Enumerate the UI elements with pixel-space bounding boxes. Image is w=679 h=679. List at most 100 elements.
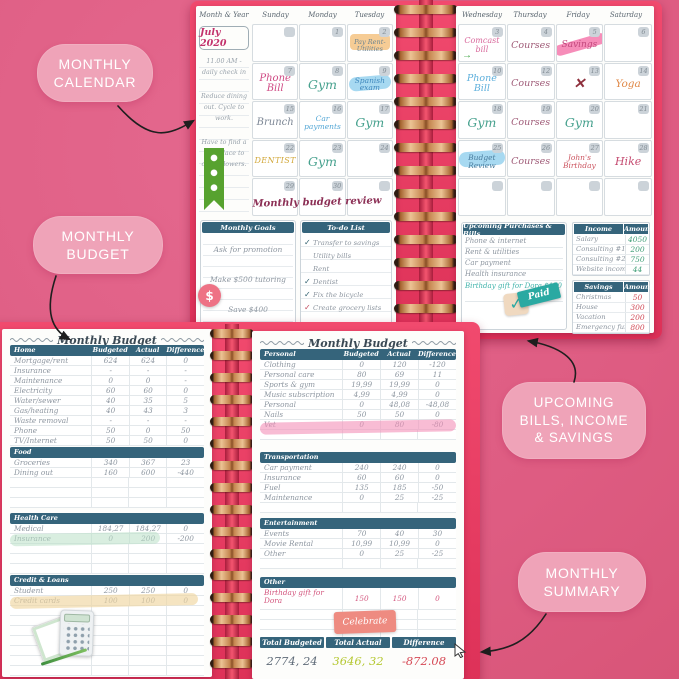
callout-line: BILLS, INCOME xyxy=(519,412,629,428)
difference-value: - xyxy=(166,366,204,375)
actual-value: 19,99 xyxy=(380,380,418,389)
cell-entry: Gym xyxy=(308,154,337,170)
budgeted-value: 10,99 xyxy=(342,539,380,548)
total-budgeted-value: 2774, 24 xyxy=(266,654,318,668)
cell-entry: Car payments xyxy=(304,114,341,131)
date-badge: 12 xyxy=(540,65,552,76)
spiral-binding-top xyxy=(394,0,458,339)
budget-left-page: Monthly Budget Home Budgeted Actual Differe… xyxy=(2,329,212,677)
page-title: Monthly Budget xyxy=(260,336,456,350)
budgeted-value: 340 xyxy=(91,458,128,467)
actual-value: 35 xyxy=(128,396,166,405)
day-header-tuesday: Tuesday xyxy=(354,11,385,19)
row-label: Dining out xyxy=(14,468,53,477)
calculator-sticker xyxy=(30,608,102,668)
row-label: Phone xyxy=(14,426,38,435)
monthly-budget-title: Monthly Budget xyxy=(57,333,157,347)
checkmark-icon: ✓ xyxy=(304,277,311,286)
callout-monthly-summary: MONTHLY SUMMARY xyxy=(518,552,646,612)
cursor-icon xyxy=(454,643,467,658)
income-header: Income Amount xyxy=(574,224,653,234)
budget-row: Electricity 60 60 0 xyxy=(10,386,204,396)
budget-right-page: Monthly Budget Personal Budgeted Actual Dif… xyxy=(252,331,467,679)
budget-row: Car payment 240 240 0 xyxy=(260,463,456,473)
day-header-friday: Friday xyxy=(566,11,590,19)
calendar-cell xyxy=(252,24,299,62)
savings-row: Vacation 200 xyxy=(573,313,649,323)
monthly-budget-title: Monthly Budget xyxy=(308,336,408,350)
empty-rows xyxy=(10,478,204,508)
row-label: Maintenance xyxy=(264,493,313,502)
todo-label: Fix the bicycle xyxy=(313,290,364,299)
difference-value: 23 xyxy=(166,458,204,467)
food-header: Food xyxy=(10,447,204,458)
col-actual: Actual xyxy=(387,350,411,358)
monthly-goals-header: Monthly Goals xyxy=(202,222,294,233)
col-actual: Actual xyxy=(135,346,160,354)
home-header: Home Budgeted Actual Difference xyxy=(10,345,204,356)
date-badge xyxy=(589,181,601,192)
budgeted-value: 184,27 xyxy=(91,524,128,533)
callout-line: UPCOMING xyxy=(533,394,615,410)
page-title: Monthly Budget xyxy=(10,333,204,347)
row-label: Electricity xyxy=(14,386,53,395)
transportation-rows: Car payment 240 240 0 Insurance 60 60 0 Fuel 135 1… xyxy=(260,463,456,503)
transportation-header: Transportation xyxy=(260,452,456,463)
income-row: Consulting #2 750 xyxy=(573,255,649,265)
row-label: Birthday gift for Dora xyxy=(264,588,324,606)
budgeted-value: 50 xyxy=(91,436,128,445)
budget-row: Phone 50 0 50 xyxy=(10,426,204,436)
callout-line: & SAVINGS xyxy=(534,430,614,446)
row-label: Music subscription xyxy=(264,390,335,399)
row-label: Other xyxy=(264,549,286,558)
difference-value: 5 xyxy=(166,396,204,405)
monthly-goals-box: Monthly Goals Ask for promotion Make $500… xyxy=(200,220,296,328)
checkmark-icon: ✓ xyxy=(304,238,311,247)
actual-value: 43 xyxy=(128,406,166,415)
calendar-cell: 25 Budget Review xyxy=(458,139,506,178)
calendar-cell: 29 xyxy=(252,178,299,216)
wave-decoration xyxy=(260,341,305,345)
celebrate-sticker: Celebrate xyxy=(333,609,397,635)
calendar-cell: 3 Comcast bill xyxy=(458,24,506,62)
cell-entry: Phone Bill xyxy=(259,72,291,95)
actual-value: 4,99 xyxy=(380,390,418,399)
date-badge: 23 xyxy=(331,142,343,153)
budget-row: Other 0 25 -25 xyxy=(260,549,456,559)
difference-value: -120 xyxy=(417,360,456,369)
row-label: Water/sewer xyxy=(14,396,61,405)
actual-value: 185 xyxy=(380,483,418,492)
month-year-label: Month & Year xyxy=(199,11,249,19)
bookmark-ribbon-icon xyxy=(204,148,224,210)
date-badge: 8 xyxy=(331,65,343,76)
actual-value: 25 xyxy=(380,549,418,558)
cell-entry: Gym xyxy=(564,115,594,131)
calendar-cell: 13 ✕ xyxy=(555,62,604,101)
month-box: July 2020 xyxy=(199,26,249,50)
actual-value: - xyxy=(128,366,166,375)
actual-value: - xyxy=(128,416,166,425)
row-label: Events xyxy=(264,529,290,538)
calendar-cell: 24 xyxy=(346,139,393,178)
budget-row: Events 70 40 30 xyxy=(260,529,456,539)
row-label: Personal xyxy=(264,400,296,409)
row-label: Personal care xyxy=(264,370,315,379)
actual-value: 600 xyxy=(128,468,166,477)
calendar-cell: 12 Courses xyxy=(506,62,555,101)
goals-list: Ask for promotion Make $500 tutoring Save … xyxy=(203,234,293,325)
calendar-right-page: Wednesday Thursday Friday Saturday 3 Comc… xyxy=(456,6,654,334)
todo-item: ✓ Create grocery lists xyxy=(304,301,388,314)
budgeted-value: 60 xyxy=(91,386,128,395)
date-badge: 9 xyxy=(378,65,390,76)
todo-list: ✓ Transfer to savings Utility bills Rent ✓ De… xyxy=(301,234,391,316)
income-name: Consulting #2 xyxy=(576,255,625,263)
credit-header: Credit & Loans xyxy=(10,575,204,586)
income-name: Salary xyxy=(576,235,599,243)
budget-row: Maintenance 0 0- xyxy=(10,376,204,386)
budget-row: Sports & gym 19,99 19,99 0 xyxy=(260,380,456,390)
savings-row: Christmas 50 xyxy=(573,293,649,303)
todo-header: To-do List xyxy=(302,222,390,233)
date-badge: 18 xyxy=(491,104,503,115)
calendar-cell xyxy=(506,178,555,216)
calculator-icon xyxy=(58,609,95,657)
